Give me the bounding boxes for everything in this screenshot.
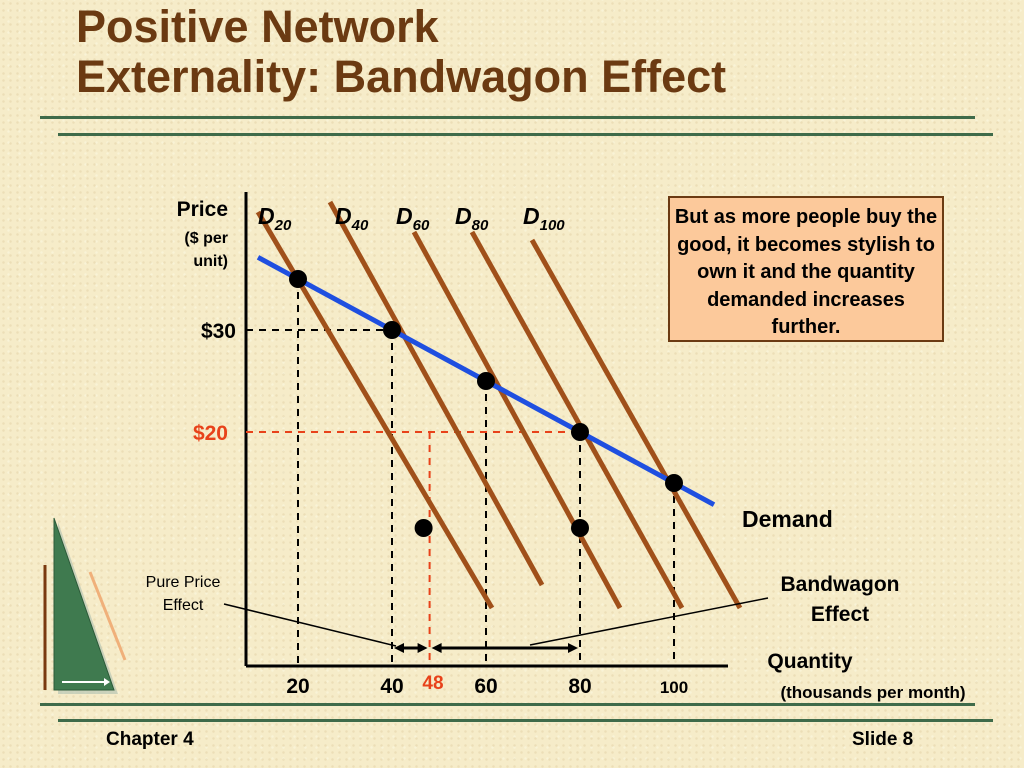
- y-axis-label-unit2: unit): [193, 253, 228, 270]
- pure-price-effect-label-2: Effect: [163, 597, 204, 614]
- series-label-D20: D20: [258, 203, 292, 234]
- x-axis-label: Quantity: [767, 650, 852, 673]
- equilibrium-point-40: [383, 321, 401, 339]
- d40-line: [327, 200, 545, 587]
- d80-line: [469, 230, 685, 610]
- d100-line: [529, 238, 743, 610]
- equilibrium-point-60: [477, 372, 495, 390]
- d20-line: [255, 210, 495, 610]
- title-rule-top: [40, 116, 975, 119]
- x-tick-48: 48: [422, 673, 443, 694]
- bandwagon-effect-leader: [529, 597, 769, 646]
- bandwagon-effect-label-1: Bandwagon: [781, 573, 900, 596]
- callout-box: But as more people buy the good, it beco…: [668, 196, 944, 342]
- pure-price-effect-arrow-head-right: [417, 643, 428, 653]
- bandwagon-point: [571, 519, 589, 537]
- footer-slide-number: Slide 8: [852, 729, 914, 750]
- x-tick-40: 40: [380, 675, 403, 698]
- series-label-D100: D100: [523, 203, 565, 234]
- x-tick-20: 20: [286, 675, 309, 698]
- price-effect-point: [414, 519, 433, 537]
- series-label-D40: D40: [335, 203, 369, 234]
- d60-line: [411, 230, 623, 610]
- x-tick-80: 80: [568, 675, 591, 698]
- footer-rule-bottom: [58, 719, 993, 722]
- footer-chapter: Chapter 4: [106, 729, 194, 750]
- decorative-triangle-icon: [43, 517, 127, 694]
- slide-title: Positive Network Externality: Bandwagon …: [76, 2, 726, 102]
- pure-price-effect-arrow-head-left: [394, 643, 404, 653]
- demand-label: Demand: [742, 506, 833, 532]
- equilibrium-point-100: [665, 474, 683, 492]
- footer-rule-top: [40, 703, 975, 706]
- pure-price-effect-leader: [223, 603, 397, 647]
- bandwagon-effect-arrow-head-right: [568, 643, 578, 653]
- series-label-D60: D60: [396, 203, 430, 234]
- equilibrium-point-20: [289, 270, 307, 288]
- series-label-D80: D80: [455, 203, 489, 234]
- bandwagon-effect-label-2: Effect: [811, 603, 869, 626]
- callout-text: But as more people buy the good, it beco…: [674, 206, 938, 338]
- y-axis-label-price: Price: [177, 198, 228, 221]
- equilibrium-point-80: [571, 423, 589, 441]
- x-tick-60: 60: [474, 675, 497, 698]
- y-axis-label-unit: ($ per: [184, 230, 228, 247]
- title-rule-bottom: [58, 133, 993, 136]
- y-tick-30: $30: [201, 320, 236, 343]
- pure-price-effect-label-1: Pure Price: [146, 574, 221, 591]
- bandwagon-effect-arrow-head-left: [431, 643, 442, 653]
- slide-title-line2: Externality: Bandwagon Effect: [76, 51, 727, 102]
- slide-title-line1: Positive Network: [76, 1, 439, 52]
- x-tick-100: 100: [660, 678, 688, 697]
- y-tick-20: $20: [193, 422, 228, 445]
- x-axis-sublabel: (thousands per month): [780, 683, 965, 702]
